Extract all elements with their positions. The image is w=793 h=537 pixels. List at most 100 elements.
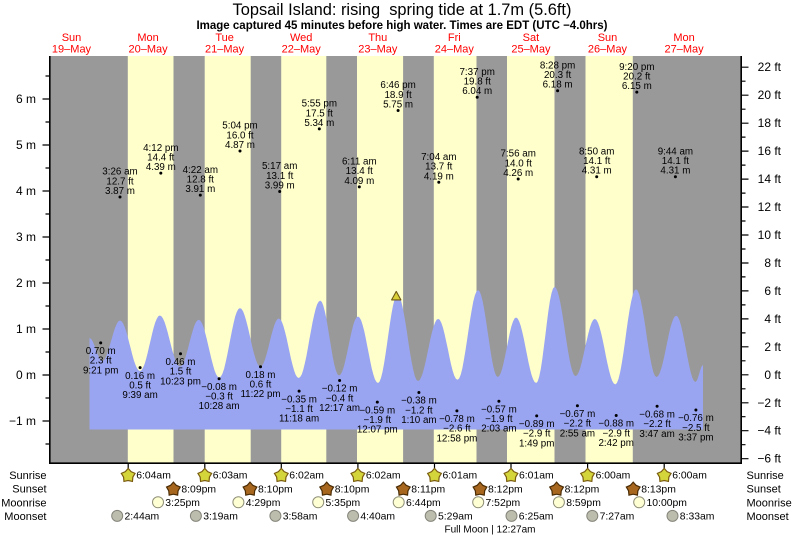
svg-text:−0.89 m: −0.89 m <box>519 419 555 430</box>
svg-text:5:29am: 5:29am <box>438 512 473 523</box>
svg-text:6:46 pm: 6:46 pm <box>380 80 415 91</box>
svg-text:Sun: Sun <box>62 32 82 44</box>
svg-text:16 ft: 16 ft <box>758 144 782 158</box>
svg-text:10:00pm: 10:00pm <box>647 498 687 509</box>
svg-text:2:03 am: 2:03 am <box>481 424 516 435</box>
svg-text:4.31 m: 4.31 m <box>582 166 612 177</box>
svg-text:−0.59 m: −0.59 m <box>359 405 395 416</box>
svg-text:6:00am: 6:00am <box>672 471 707 482</box>
svg-text:−1 m: −1 m <box>9 414 36 428</box>
svg-text:3.87 m: 3.87 m <box>105 186 135 197</box>
svg-text:14.1 ft: 14.1 ft <box>662 156 690 167</box>
svg-text:6.18 m: 6.18 m <box>543 80 573 91</box>
svg-text:2:44am: 2:44am <box>125 512 160 523</box>
svg-text:−0.38 m: −0.38 m <box>401 396 437 407</box>
svg-text:−0.67 m: −0.67 m <box>560 409 596 420</box>
svg-text:6:25am: 6:25am <box>519 512 554 523</box>
svg-text:8:10pm: 8:10pm <box>258 484 293 495</box>
svg-text:7:04 am: 7:04 am <box>421 152 456 163</box>
svg-text:14.4 ft: 14.4 ft <box>147 152 175 163</box>
svg-text:−0.88 m: −0.88 m <box>598 419 634 430</box>
svg-text:14 ft: 14 ft <box>758 172 782 186</box>
svg-text:Moonset: Moonset <box>4 511 46 523</box>
svg-text:Full Moon | 12:27am: Full Moon | 12:27am <box>445 525 536 536</box>
svg-text:5:35pm: 5:35pm <box>326 498 361 509</box>
svg-text:4.31 m: 4.31 m <box>660 166 690 177</box>
svg-text:4.39 m: 4.39 m <box>146 162 176 173</box>
svg-text:21–May: 21–May <box>205 43 245 55</box>
svg-text:4 m: 4 m <box>16 184 36 198</box>
svg-text:9:21 pm: 9:21 pm <box>83 365 118 376</box>
svg-text:27–May: 27–May <box>665 43 705 55</box>
svg-text:25–May: 25–May <box>511 43 551 55</box>
svg-text:4:22 am: 4:22 am <box>183 165 218 176</box>
svg-text:11:18 am: 11:18 am <box>279 414 319 425</box>
svg-text:6:11 am: 6:11 am <box>342 157 377 168</box>
svg-text:7:52pm: 7:52pm <box>486 498 521 509</box>
svg-text:8:09pm: 8:09pm <box>181 484 216 495</box>
svg-text:9:44 am: 9:44 am <box>658 146 693 157</box>
svg-text:Thu: Thu <box>368 32 387 44</box>
svg-text:9:20 pm: 9:20 pm <box>619 62 654 73</box>
svg-text:3:26 am: 3:26 am <box>102 167 137 178</box>
svg-text:5:04 pm: 5:04 pm <box>222 121 257 132</box>
svg-text:8:33am: 8:33am <box>680 512 715 523</box>
svg-text:Sunrise: Sunrise <box>747 470 784 482</box>
svg-text:−0.35 m: −0.35 m <box>281 394 317 405</box>
svg-text:2 m: 2 m <box>16 276 36 290</box>
svg-text:0.18 m: 0.18 m <box>246 370 276 381</box>
svg-text:5.34 m: 5.34 m <box>304 118 334 129</box>
svg-text:Moonrise: Moonrise <box>747 497 792 509</box>
svg-text:16.0 ft: 16.0 ft <box>226 130 254 141</box>
svg-text:0 ft: 0 ft <box>764 368 781 382</box>
svg-text:12.8 ft: 12.8 ft <box>187 174 215 185</box>
svg-text:Tue: Tue <box>215 32 234 44</box>
svg-text:8:59pm: 8:59pm <box>566 498 601 509</box>
svg-text:6 m: 6 m <box>16 92 36 106</box>
svg-text:−0.08 m: −0.08 m <box>201 382 237 393</box>
svg-text:1:10 am: 1:10 am <box>401 415 436 426</box>
svg-text:5:17 am: 5:17 am <box>262 161 297 172</box>
svg-text:11:22 pm: 11:22 pm <box>240 389 280 400</box>
svg-text:8:12pm: 8:12pm <box>488 484 523 495</box>
svg-text:7:27am: 7:27am <box>600 512 635 523</box>
svg-text:26–May: 26–May <box>588 43 628 55</box>
svg-text:10 ft: 10 ft <box>758 228 782 242</box>
svg-text:3.99 m: 3.99 m <box>265 181 295 192</box>
svg-text:−1.2 ft: −1.2 ft <box>405 405 433 416</box>
svg-text:4.09 m: 4.09 m <box>344 176 374 187</box>
svg-text:−0.12 m: −0.12 m <box>322 384 358 395</box>
svg-text:Wed: Wed <box>290 32 312 44</box>
svg-text:19.8 ft: 19.8 ft <box>464 77 492 88</box>
svg-text:0.5 ft: 0.5 ft <box>129 380 151 391</box>
svg-text:8:12pm: 8:12pm <box>565 484 600 495</box>
svg-text:−0.4 ft: −0.4 ft <box>326 393 354 404</box>
svg-text:23–May: 23–May <box>358 43 398 55</box>
svg-text:13.1 ft: 13.1 ft <box>266 171 294 182</box>
svg-text:Sun: Sun <box>598 32 618 44</box>
svg-text:−2 ft: −2 ft <box>757 396 781 410</box>
svg-text:2 ft: 2 ft <box>764 340 781 354</box>
svg-text:−0.57 m: −0.57 m <box>481 404 517 415</box>
svg-text:0.16 m: 0.16 m <box>125 371 155 382</box>
svg-text:12:07 pm: 12:07 pm <box>357 425 398 436</box>
svg-text:12:17 am: 12:17 am <box>319 403 360 414</box>
svg-text:0.70 m: 0.70 m <box>86 346 116 357</box>
svg-text:6:00am: 6:00am <box>596 471 631 482</box>
svg-text:Sat: Sat <box>523 32 540 44</box>
svg-text:8:11pm: 8:11pm <box>411 484 445 495</box>
svg-text:−1.9 ft: −1.9 ft <box>364 415 392 426</box>
svg-text:6.15 m: 6.15 m <box>622 81 652 92</box>
svg-text:7:56 am: 7:56 am <box>500 149 535 160</box>
svg-text:7:37 pm: 7:37 pm <box>459 67 494 78</box>
svg-text:6:01am: 6:01am <box>519 471 554 482</box>
svg-text:3:58am: 3:58am <box>283 512 318 523</box>
svg-text:Sunset: Sunset <box>12 484 46 496</box>
svg-text:−2.2 ft: −2.2 ft <box>564 419 592 430</box>
svg-text:4:40am: 4:40am <box>360 512 395 523</box>
svg-text:−6 ft: −6 ft <box>757 452 781 466</box>
svg-text:24–May: 24–May <box>435 43 475 55</box>
svg-text:3 m: 3 m <box>16 230 36 244</box>
svg-text:13.4 ft: 13.4 ft <box>346 166 374 177</box>
svg-text:Fri: Fri <box>448 32 461 44</box>
